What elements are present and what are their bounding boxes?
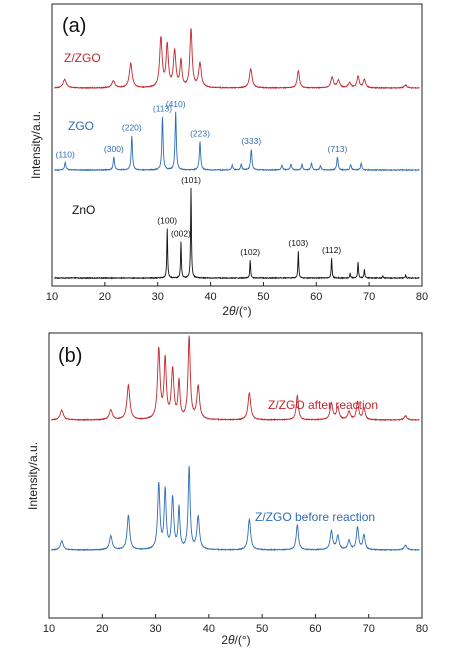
x-tick-label-80: 80 <box>416 291 428 303</box>
peak-label-102: (102) <box>240 247 260 257</box>
peak-label-220: (220) <box>122 123 142 133</box>
x-tick-label-50: 50 <box>257 291 269 303</box>
traces-b <box>51 335 420 552</box>
peak-label-333: (333) <box>241 136 261 146</box>
series-line-zno <box>54 187 420 280</box>
x-tick-label-70: 70 <box>363 623 375 635</box>
x-ticks-b: 10 20 30 40 50 60 70 80 <box>43 614 428 635</box>
panel-label-a: (a) <box>62 15 86 37</box>
x-tick-label-20: 20 <box>99 291 111 303</box>
x-axis-title-theta-a: θ <box>229 304 236 318</box>
peak-label-100: (100) <box>157 215 177 225</box>
x-tick-label-40: 40 <box>203 623 215 635</box>
x-axis-title-a: 2θ/(°) <box>222 304 251 318</box>
panel-a: (a) Intensity/a.u. 10 20 30 40 50 60 70 80 2θ/(… <box>29 3 428 318</box>
peak-label-110: (110) <box>56 149 75 159</box>
peak-label-103: (103) <box>288 238 308 248</box>
x-tick-label-30: 30 <box>149 623 161 635</box>
peak-label-410: (410) <box>166 99 186 109</box>
series-line-zgo <box>54 111 420 172</box>
x-tick-label-10: 10 <box>46 291 58 303</box>
plot-frame-a <box>51 3 423 287</box>
peak-label-300: (300) <box>104 144 124 154</box>
series-label-z-zgo: Z/ZGO <box>64 51 101 65</box>
x-axis-title-prefix-b: 2 <box>221 633 228 647</box>
x-tick-label-50: 50 <box>256 623 268 635</box>
trace-labels-a: Z/ZGO ZGO ZnO <box>64 51 101 217</box>
x-tick-label-20: 20 <box>96 623 108 635</box>
x-tick-label-60: 60 <box>309 623 321 635</box>
series-label-zgo: ZGO <box>68 119 94 133</box>
traces-a: (110) (300) (220) (113)(410) (223) (333) (713)… <box>54 28 420 280</box>
peak-label-223: (223) <box>190 128 210 138</box>
x-tick-label-10: 10 <box>43 623 55 635</box>
x-axis-title-b: 2θ/(°) <box>221 633 250 647</box>
peak-label-713: (713) <box>328 144 348 154</box>
x-tick-label-40: 40 <box>204 291 216 303</box>
panel-label-b: (b) <box>58 345 82 367</box>
peak-label-113: (113) <box>153 104 172 114</box>
series-line-z-zgo <box>54 28 420 90</box>
y-axis-title-b: Intensity/a.u. <box>26 442 40 510</box>
x-axis-title-suffix-b: /(°) <box>235 633 251 647</box>
plot-frame-b <box>48 332 423 619</box>
x-tick-label-80: 80 <box>416 623 428 635</box>
series-label-after-reaction: Z/ZGO after reaction <box>268 398 378 412</box>
x-tick-label-60: 60 <box>310 291 322 303</box>
x-tick-label-30: 30 <box>152 291 164 303</box>
panel-b: (b) Intensity/a.u. 10 20 30 40 50 60 70 80 2θ/(… <box>26 332 428 647</box>
peak-label-002: (002) <box>171 229 191 239</box>
x-tick-label-70: 70 <box>363 291 375 303</box>
x-axis-title-suffix-a: /(°) <box>236 304 252 318</box>
series-label-zno: ZnO <box>72 203 95 217</box>
x-axis-title-theta-b: θ <box>228 633 235 647</box>
y-axis-title-a: Intensity/a.u. <box>29 111 43 179</box>
peak-label-112: (112) <box>322 245 341 255</box>
peak-label-101: (101) <box>181 175 201 185</box>
x-axis-title-prefix-a: 2 <box>222 304 229 318</box>
trace-labels-b: Z/ZGO after reaction Z/ZGO before reacti… <box>255 398 378 524</box>
series-line-z-zgo-before-reaction <box>51 465 420 552</box>
x-ticks-a: 10 20 30 40 50 60 70 80 <box>46 282 428 303</box>
series-line-z-zgo-after-reaction <box>51 335 420 422</box>
series-label-before-reaction: Z/ZGO before reaction <box>255 510 375 524</box>
